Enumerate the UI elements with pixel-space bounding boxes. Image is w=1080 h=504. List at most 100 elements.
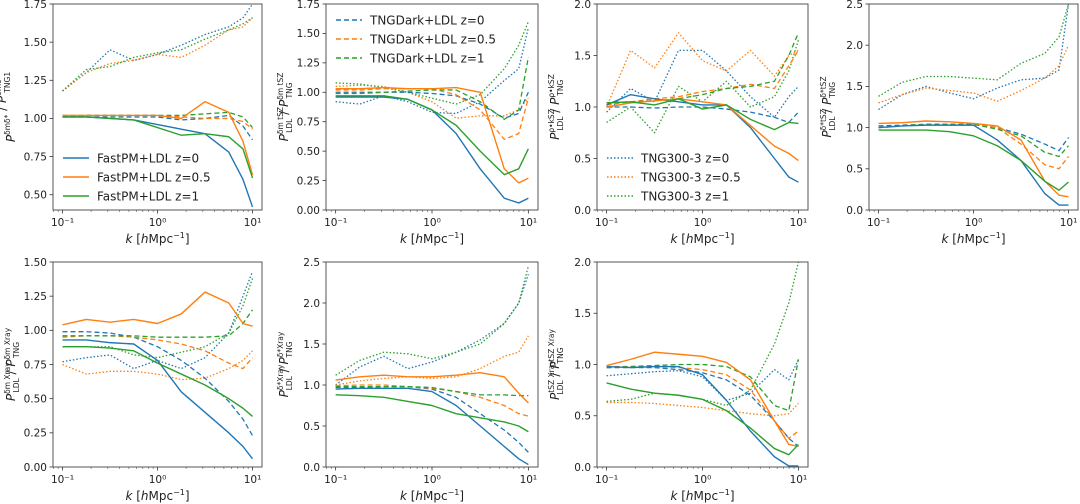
x-tick-label: 10⁰ — [149, 474, 167, 486]
series-line-tngdark-ldl-z-0 — [878, 123, 1070, 152]
y-tick-label: 0.00 — [24, 462, 47, 474]
series-line-tngdark-ldl-z-1 — [606, 359, 800, 412]
series-line-tng300-3-z-0 — [335, 274, 529, 386]
series-line-fastpm-ldl-z-0 — [335, 96, 529, 204]
panel-dm-tsz: 0.00 0.25 0.50 0.75 1.00 1.25 1.50 1.75 10⁻¹ 10⁰ 1… — [276, 0, 539, 246]
y-tick-label: 0.0 — [574, 205, 591, 217]
series-line-fastpm-ldl-z-0 — [335, 387, 529, 466]
x-axis-label: k [hMpc−1] — [941, 231, 1005, 246]
series-line-fastpm-ldl-z-1 — [606, 98, 799, 131]
series-line-fastpm-ldl-z-1 — [878, 129, 1069, 191]
series-line-tng300-3-z-0-5 — [62, 17, 253, 92]
panel-dm-xray: 0.00 0.25 0.50 0.75 1.00 1.25 1.50 10⁻¹ 10⁰ 10¹ k … — [3, 257, 263, 503]
series-line-tng300-3-z-0-5 — [606, 401, 799, 417]
y-tick-label: 1.50 — [24, 257, 47, 269]
series-line-tngdark-ldl-z-1 — [335, 385, 529, 397]
y-tick-label: 0.5 — [846, 164, 863, 176]
series-line-tng300-3-z-1 — [62, 278, 254, 359]
x-tick-label: 10⁰ — [965, 217, 983, 229]
x-tick-label: 10⁻¹ — [324, 217, 347, 229]
legend: TNG300-3 z=0 TNG300-3 z=0.5 TNG300-3 z=1 — [607, 152, 741, 204]
series-line-fastpm-ldl-z-1 — [335, 95, 529, 176]
y-tick-label: 0.5 — [303, 421, 320, 433]
series-line-tngdark-ldl-z-0 — [606, 106, 799, 124]
series-line-fastpm-ldl-z-0 — [62, 339, 254, 460]
series-line-tngdark-ldl-z-1 — [606, 32, 800, 104]
series-line-fastpm-ldl-z-0 — [606, 365, 799, 467]
y-tick-label: 0.50 — [24, 190, 47, 202]
series-line-tng300-3-z-0 — [606, 359, 799, 402]
legend-label: FastPM+LDL z=0 — [97, 152, 199, 166]
series-line-fastpm-ldl-z-0-5 — [62, 100, 254, 176]
panel-tsz-xray: 0.0 0.5 1.0 1.5 2.0 10⁻¹ 10⁰ 10¹ k [hMpc−1] PtSZ … — [547, 257, 809, 503]
y-tick-label: 0.75 — [297, 117, 320, 129]
y-tick-label: 1.50 — [297, 28, 320, 40]
y-tick-label: 1.0 — [846, 122, 863, 134]
series-line-fastpm-ldl-z-0 — [606, 93, 799, 183]
y-tick-label: 0.00 — [297, 205, 320, 217]
y-axis-label: Pδmδ* / Pδmδ*TNG1 — [0, 72, 18, 142]
x-tick-label: 10¹ — [1060, 217, 1078, 229]
x-tick-label: 10⁻¹ — [595, 474, 618, 486]
series-line-fastpm-ldl-z-0-5 — [62, 291, 253, 327]
panel-delta-tsz: 0.0 0.5 1.0 1.5 2.0 2.5 10⁻¹ 10⁰ 10¹ k [hMpc−1] Pδ… — [819, 0, 1079, 246]
series-group — [605, 32, 800, 183]
series-line-tngdark-ldl-z-0 — [62, 114, 254, 141]
y-tick-label: 0.0 — [846, 205, 863, 217]
legend-label: FastPM+LDL z=0.5 — [97, 171, 211, 185]
panel-delta-xray: 0.0 0.5 1.0 1.5 2.0 2.5 10⁻¹ 10⁰ 10¹ k [hMpc−1] Pδ… — [276, 257, 539, 503]
panel-rho-ksz: 0.0 0.5 1.0 1.5 2.0 10⁻¹ 10⁰ 10¹ k [hMpc−1] Pρ•kS… — [547, 0, 809, 246]
series-line-tng300-3-z-1 — [606, 39, 800, 134]
x-tick-label: 10¹ — [520, 217, 538, 229]
series-line-tng300-3-z-0 — [62, 4, 254, 92]
series-line-tng300-3-z-0 — [335, 27, 529, 115]
y-tick-label: 2.0 — [574, 257, 591, 269]
series-line-tng300-3-z-1 — [606, 262, 800, 407]
x-tick-label: 10¹ — [520, 474, 538, 486]
x-axis-label: k [hMpc−1] — [670, 488, 734, 503]
y-tick-label: 1.5 — [303, 339, 320, 351]
series-line-tngdark-ldl-z-1 — [878, 123, 1069, 158]
legend-label: TNG300-3 z=0.5 — [640, 171, 741, 185]
x-tick-label: 10⁻¹ — [595, 217, 618, 229]
x-axis-label: k [hMpc−1] — [125, 488, 189, 503]
series-group — [62, 4, 254, 208]
x-tick-label: 10⁰ — [149, 217, 167, 229]
y-tick-label: 0.50 — [24, 393, 47, 405]
y-tick-label: 1.5 — [574, 308, 591, 320]
y-axis-label: PtSZ XrayLDL / PtSZ XrayTNG — [547, 329, 565, 400]
series-line-tngdark-ldl-z-0 — [606, 366, 799, 447]
y-tick-label: 0.0 — [303, 462, 320, 474]
x-tick-label: 10⁰ — [423, 217, 441, 229]
y-tick-label: 2.0 — [303, 298, 320, 310]
series-group — [335, 21, 530, 204]
legend: FastPM+LDL z=0 FastPM+LDL z=0.5 FastPM+LDL… — [63, 152, 211, 204]
series-line-tng300-3-z-1 — [878, 4, 1070, 97]
series-line-tng300-3-z-0-5 — [62, 350, 253, 381]
axes-frame — [52, 261, 263, 468]
x-axis-label: k [hMpc−1] — [670, 231, 734, 246]
y-axis-label: Pρ•kSZLDL / Pρ•kSZTNG — [547, 74, 565, 140]
axes-frame — [868, 3, 1079, 211]
legend-label: TNG300-3 z=0 — [640, 152, 729, 166]
y-tick-label: 0.75 — [24, 151, 47, 163]
series-line-tngdark-ldl-z-1 — [62, 111, 253, 129]
series-group — [606, 262, 800, 467]
x-tick-label: 10¹ — [244, 217, 262, 229]
axes-frame — [325, 261, 539, 468]
y-tick-label: 1.5 — [574, 50, 591, 62]
x-tick-label: 10⁰ — [694, 474, 712, 486]
series-line-tng300-3-z-1 — [335, 21, 529, 105]
y-tick-label: 2.0 — [846, 40, 863, 52]
series-line-tng300-3-z-0-5 — [605, 32, 799, 108]
series-line-tngdark-ldl-z-1 — [62, 309, 254, 338]
y-tick-label: 0.25 — [297, 175, 320, 187]
y-tick-label: 1.00 — [24, 113, 47, 125]
x-tick-label: 10¹ — [790, 474, 808, 486]
x-tick-label: 10⁰ — [423, 474, 441, 486]
x-tick-label: 10⁻¹ — [867, 217, 890, 229]
y-tick-label: 1.25 — [24, 75, 47, 87]
series-line-tng300-3-z-0 — [62, 271, 254, 370]
series-line-tngdark-ldl-z-0-5 — [606, 50, 799, 106]
series-line-fastpm-ldl-z-1 — [606, 382, 799, 456]
